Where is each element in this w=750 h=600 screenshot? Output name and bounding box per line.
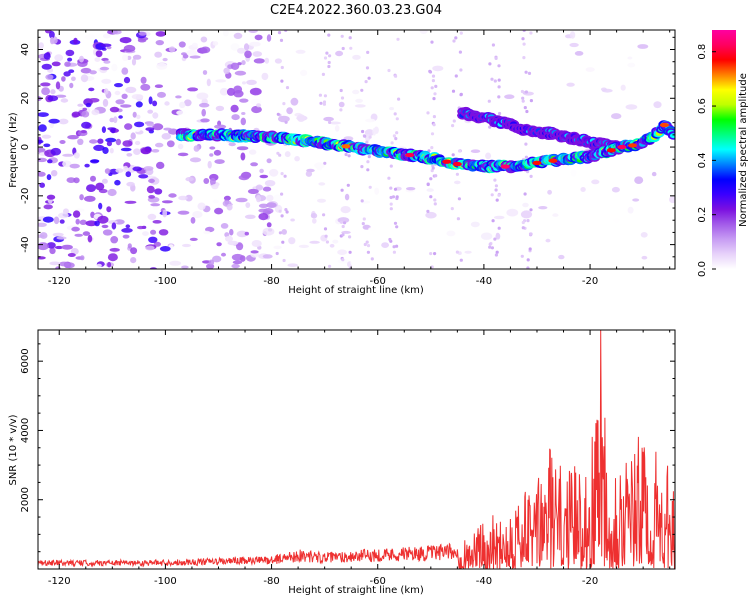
- y-tick-label: -20: [20, 188, 31, 204]
- colorbar-tick-label: 0.2: [697, 207, 708, 223]
- colorbar-label: Normalized spectral amplitude: [738, 73, 749, 227]
- x-tick-label: -20: [582, 276, 598, 287]
- colorbar: 0.0 0.2 0.4 0.6 0.8 Normalized spectral ampl…: [697, 30, 749, 277]
- x-tick-label: -80: [263, 576, 279, 587]
- spectrogram-panel: -120 -100 -80 -60 -40 -20 -40 -20 0 20 40 Height o…: [8, 29, 676, 296]
- snr-ylabel: SNR (10 * v/v): [8, 414, 19, 485]
- colorbar-scale: [712, 30, 736, 269]
- colorbar-tick-label: 0.4: [697, 152, 708, 168]
- signal-track: [175, 106, 675, 174]
- colorbar-tick-label: 0.0: [697, 261, 708, 277]
- spectrogram-frame: [37, 29, 676, 270]
- spectrogram-ylabel: Frequency (Hz): [8, 112, 19, 188]
- colorbar-tick-label: 0.8: [697, 44, 708, 60]
- x-tick-label: -120: [48, 276, 71, 287]
- background-noise: [38, 30, 675, 269]
- x-tick-label: -60: [370, 576, 386, 587]
- x-tick-label: -60: [370, 276, 386, 287]
- x-tick-label: -120: [48, 576, 71, 587]
- y-tick-label: 2000: [20, 487, 31, 512]
- y-tick-label: 6000: [20, 348, 31, 373]
- colorbar-tick-label: 0.6: [697, 98, 708, 114]
- x-tick-label: -80: [263, 276, 279, 287]
- y-tick-label: 40: [20, 43, 31, 56]
- y-tick-label: 20: [20, 92, 31, 105]
- x-tick-label: -20: [582, 576, 598, 587]
- y-tick-label: -40: [20, 236, 31, 252]
- x-tick-label: -40: [476, 576, 492, 587]
- snr-series-line: [38, 330, 675, 569]
- chart-title: C2E4.2022.360.03.23.G04: [270, 3, 442, 18]
- snr-frame: [37, 329, 676, 570]
- x-tick-label: -40: [476, 276, 492, 287]
- snr-panel: -120 -100 -80 -60 -40 -20 2000 4000 6000 Height …: [8, 329, 676, 596]
- x-tick-label: -100: [154, 276, 177, 287]
- x-tick-label: -100: [154, 576, 177, 587]
- y-tick-label: 4000: [20, 418, 31, 443]
- snr-xlabel: Height of straight line (km): [288, 585, 424, 596]
- y-tick-label: 0: [20, 144, 31, 150]
- spectrogram-xlabel: Height of straight line (km): [288, 285, 424, 296]
